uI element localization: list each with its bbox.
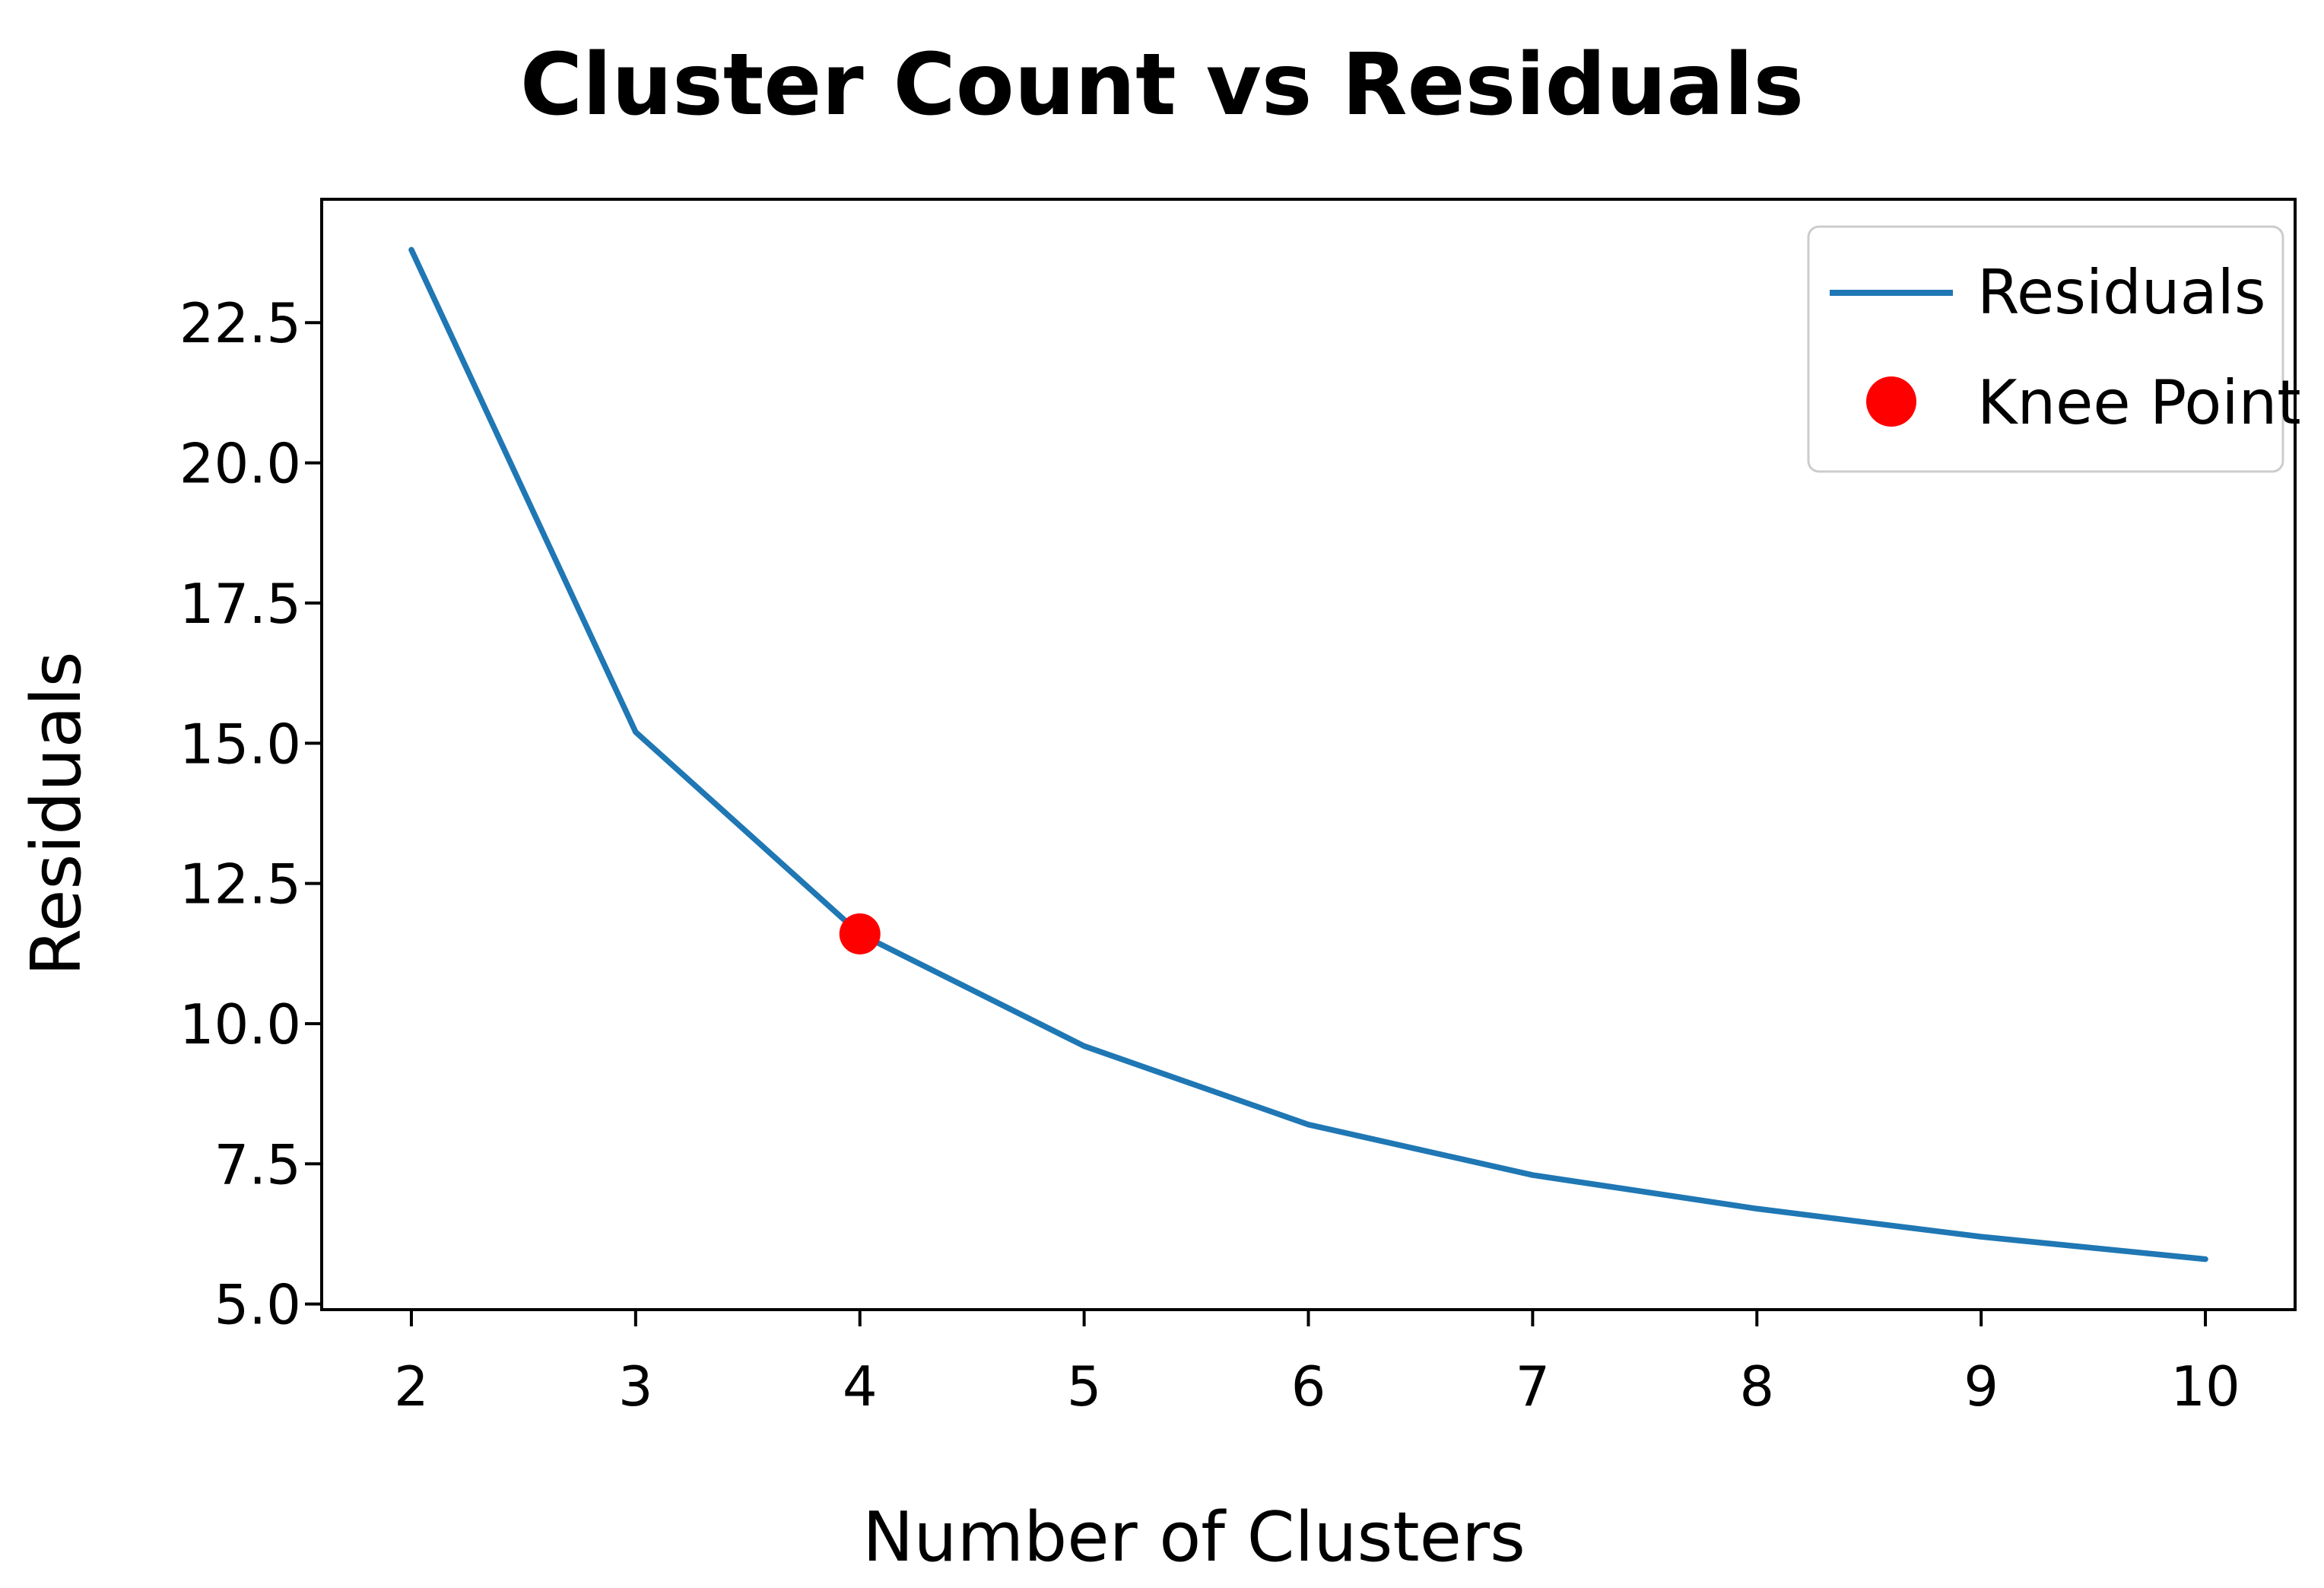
x-axis-label: Number of Clusters [862, 1497, 1526, 1577]
x-tick-label: 2 [394, 1355, 429, 1418]
x-tick-label: 8 [1739, 1355, 1774, 1418]
legend-knee-point-label: Knee Point [1977, 367, 2301, 438]
y-axis-label: Residuals [17, 652, 97, 977]
y-tick-label: 17.5 [179, 572, 301, 636]
ticks-layer: 2 3 4 5 6 7 8 9 10 22.5 20.0 17.5 15.0 12.5 10.0 7.5 5.0 [179, 291, 2240, 1418]
legend-residuals-label: Residuals [1977, 257, 2266, 328]
chart-title: Cluster Count vs Residuals [520, 36, 1804, 135]
y-tick-label: 10.0 [179, 992, 301, 1056]
y-tick-label: 20.0 [179, 432, 301, 496]
x-tick-label: 10 [2170, 1355, 2240, 1418]
x-tick-label: 9 [1964, 1355, 1999, 1418]
y-tick-label: 5.0 [214, 1273, 301, 1337]
legend: Residuals Knee Point [1807, 225, 2301, 473]
y-tick-label: 15.0 [179, 712, 301, 776]
series-layer [408, 246, 2208, 1262]
y-tick-label: 22.5 [179, 291, 301, 355]
x-tick-label: 5 [1067, 1355, 1102, 1418]
x-tick-label: 6 [1291, 1355, 1326, 1418]
legend-knee-point-swatch [1866, 376, 1916, 427]
knee-point-marker [839, 913, 881, 954]
x-tick-label: 4 [843, 1355, 878, 1418]
x-tick-label: 7 [1515, 1355, 1550, 1418]
y-tick-label: 7.5 [214, 1132, 301, 1196]
residuals-line [408, 246, 2208, 1262]
x-tick-label: 3 [618, 1355, 653, 1418]
y-tick-label: 12.5 [179, 853, 301, 916]
legend-box [1807, 225, 2284, 473]
